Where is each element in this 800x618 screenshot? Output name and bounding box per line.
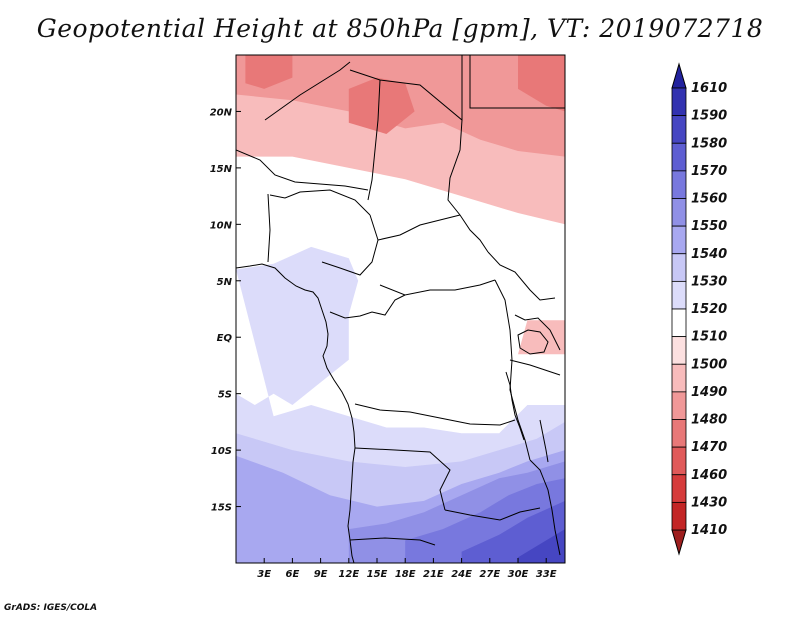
lat-tick-label: 5N [217,277,233,288]
border-libya-chad [349,55,463,122]
colorbar-label: 1610 [691,81,727,96]
colorbar-swatch [671,280,687,310]
country-borders [236,55,565,563]
latitude-ticks: 20N 15N 10N 5N EQ 5S 10S 15S [210,107,241,514]
lat-tick-label: 15S [211,503,232,514]
coastline-west-africa [236,263,356,563]
colorbar-label: 1540 [691,247,727,262]
map-title: Geopotential Height at 850hPa [gpm], VT:… [36,14,764,43]
colorbar-label: 1520 [691,302,727,317]
colorbar-label: 1530 [691,274,727,289]
grads-credit: GrADS: IGES/COLA [4,603,98,613]
border-benin-togo [267,193,271,263]
colorbar-label: 1590 [691,109,727,124]
border-drc-east [494,279,531,461]
border-uganda-kenya [514,314,561,351]
lake-malawi [539,419,549,463]
border-chad-sudan [447,119,489,253]
contour-fill-layers [236,55,565,563]
fill-1500-1510-east [518,320,565,355]
lat-tick-label: 10N [210,220,233,231]
lake-tanganyika [505,371,525,441]
colorbar-label: 1410 [691,523,727,538]
border-sudan-south [487,251,556,301]
lat-tick-label: 5S [218,390,232,401]
lake-victoria [517,329,549,355]
colorbar-max-arrow [671,62,687,89]
colorbar-swatch [671,419,687,448]
colorbar-swatch [671,170,687,199]
border-gabon-congo [329,294,406,319]
colorbar-label: 1430 [691,495,727,510]
border-zambia-zimbabwe [444,507,541,521]
colorbar-swatch [671,474,687,503]
colorbar-label: 1500 [691,357,727,372]
border-nigeria-north [269,189,371,216]
colorbar-swatch [671,391,687,420]
longitude-ticks: 3E 6E 9E 12E 15E 18E 21E 24E 27E 30E 33E [257,558,557,580]
colorbar-swatch [671,253,687,282]
border-mozambique [529,459,561,556]
border-nigeria-cameroon [321,214,379,276]
colorbar-label: 1480 [691,413,727,428]
border-tanzania [509,359,561,376]
fill-1480-1490-patch-b [518,55,565,112]
colorbar-swatch [671,87,687,117]
map-frame [235,54,566,564]
lon-tick-label: 24E [451,569,472,580]
lat-tick-label: 15N [210,164,233,175]
colorbar-label: 1460 [691,468,727,483]
colorbar-swatch [671,115,687,144]
lon-tick-label: 12E [338,569,359,580]
lon-tick-label: 33E [536,569,557,580]
map-plot-area [235,54,566,564]
colorbar-label: 1550 [691,219,727,234]
lon-tick-label: 15E [367,569,388,580]
lon-tick-label: 27E [479,569,500,580]
lon-tick-label: 30E [508,569,529,580]
border-angola-zambia [354,447,451,511]
lon-tick-label: 18E [395,569,416,580]
fill-1480-1490-patch-a [348,77,415,134]
colorbar-swatch [671,446,687,476]
colorbar-swatch [671,363,687,393]
colorbar-label: 1570 [691,164,727,179]
colorbar-label: 1510 [691,330,727,345]
colorbar-swatch [671,142,687,172]
lon-tick-label: 9E [314,569,328,580]
colorbar-swatch [671,225,687,255]
colorbar-label: 1490 [691,385,727,400]
border-car-chad [377,214,461,241]
colorbar: 1610 1590 1580 1570 1560 1550 1540 1530 1520 1510… [671,62,727,556]
lat-tick-label: 20N [210,107,233,118]
colorbar-min-arrow [671,529,687,556]
colorbar-label: 1580 [691,136,727,151]
border-algeria-niger [264,61,351,121]
colorbar-swatch [671,501,687,531]
border-niger-chad [367,79,381,201]
colorbar-label: 1470 [691,440,727,455]
border-namibia-angola [349,537,436,546]
fill-1580-1590 [518,529,565,563]
colorbar-label: 1560 [691,192,727,207]
border-egypt-sudan [469,55,565,109]
lon-tick-label: 6E [286,569,300,580]
border-angola-drc [354,403,516,426]
colorbar-swatch [671,336,687,365]
colorbar-swatch [671,308,687,338]
border-mali-niger [236,149,369,191]
border-car-drc [379,279,496,296]
lon-tick-label: 3E [257,569,271,580]
lat-tick-label: EQ [217,333,233,344]
fill-1480-1490-patch-c [245,55,293,89]
lat-tick-label: 10S [211,446,232,457]
colorbar-swatch [671,198,687,227]
lon-tick-label: 21E [423,569,444,580]
